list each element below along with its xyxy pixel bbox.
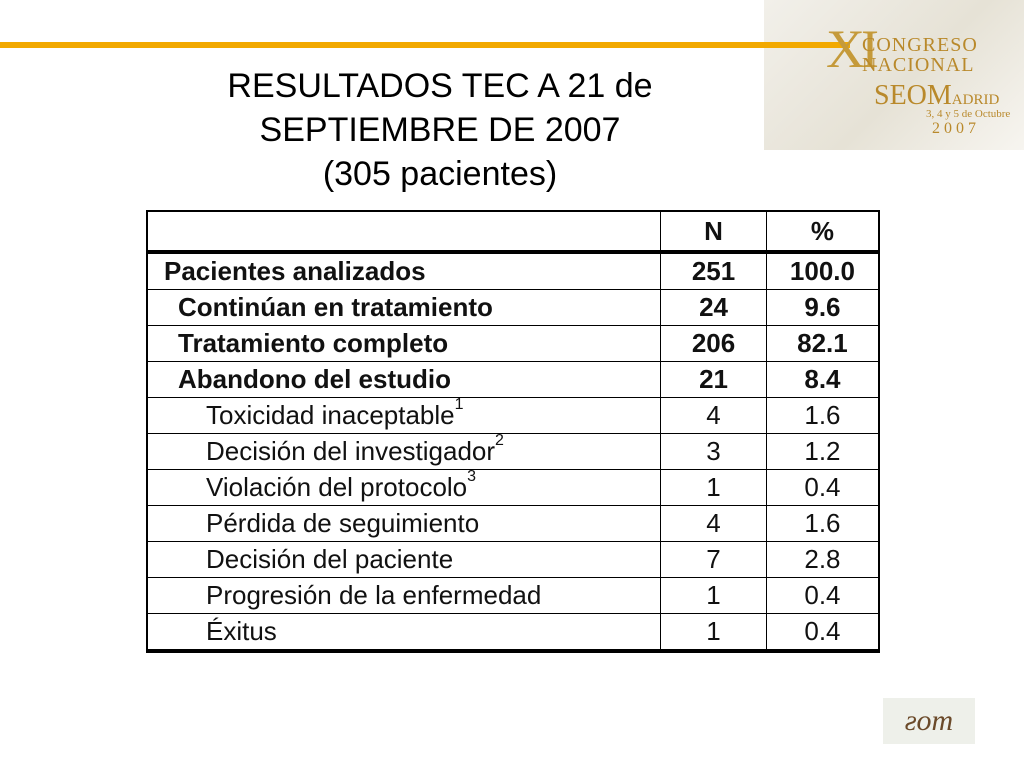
row-label-cell: Continúan en tratamiento	[146, 289, 662, 326]
footnote-marker: 3	[467, 468, 477, 485]
slide-title-line2: SEPTIEMBRE DE 2007	[259, 111, 621, 149]
row-n: 21	[660, 361, 767, 398]
table-header-label	[146, 210, 662, 254]
row-pct: 1.6	[765, 505, 880, 542]
row-pct: 100.0	[765, 251, 880, 290]
row-n: 251	[660, 251, 767, 290]
row-pct: 1.6	[765, 397, 880, 434]
row-pct: 0.4	[765, 613, 880, 652]
table-row: Éxitus 1 0.4	[146, 613, 880, 652]
table-row: Pacientes analizados 251 100.0	[146, 251, 880, 290]
seom-logo-icon: ƨom	[883, 698, 975, 744]
row-label-cell: Decisión del investigador2	[146, 432, 662, 470]
row-pct: 8.4	[765, 361, 880, 398]
table-row: Tratamiento completo 206 82.1	[146, 325, 880, 362]
row-n: 1	[660, 577, 767, 614]
row-n: 7	[660, 541, 767, 578]
congress-line1: CONGRESO	[862, 34, 978, 56]
row-label: Abandono del estudio	[178, 364, 451, 394]
congress-seom: SEOMADRID	[874, 80, 999, 112]
table-row: Toxicidad inaceptable1 4 1.6	[146, 396, 880, 434]
row-pct: 0.4	[765, 469, 880, 506]
congress-dates: 3, 4 y 5 de Octubre	[926, 108, 1011, 120]
row-n: 1	[660, 469, 767, 506]
row-pct: 9.6	[765, 289, 880, 326]
slide-title-line3: (305 pacientes)	[322, 155, 558, 193]
row-pct: 1.2	[765, 433, 880, 470]
row-n: 206	[660, 325, 767, 362]
row-pct: 82.1	[765, 325, 880, 362]
table-row: Abandono del estudio 21 8.4	[146, 361, 880, 398]
row-n: 24	[660, 289, 767, 326]
table-row: Violación del protocolo3 1 0.4	[146, 468, 880, 506]
table-row: Continúan en tratamiento 24 9.6	[146, 289, 880, 326]
row-label: Pacientes analizados	[164, 256, 426, 286]
row-label: Violación del protocolo	[206, 472, 468, 502]
row-n: 3	[660, 433, 767, 470]
table-header-pct: %	[765, 210, 880, 254]
row-label-cell: Progresión de la enfermedad	[146, 577, 662, 614]
congress-seom-text: SEOM	[874, 80, 952, 111]
row-label: Toxicidad inaceptable	[206, 400, 455, 430]
row-label: Tratamiento completo	[178, 328, 449, 358]
congress-line2: NACIONAL	[862, 54, 975, 76]
slide-title-line1: RESULTADOS TEC A 21 de	[227, 67, 653, 105]
row-label: Decisión del investigador	[206, 436, 496, 466]
row-label: Continúan en tratamiento	[178, 292, 493, 322]
row-label-cell: Decisión del paciente	[146, 541, 662, 578]
table-row: Decisión del investigador2 3 1.2	[146, 432, 880, 470]
slide-title: RESULTADOS TEC A 21 de SEPTIEMBRE DE 200…	[170, 64, 710, 196]
row-label-cell: Abandono del estudio	[146, 361, 662, 398]
row-label-cell: Pacientes analizados	[146, 251, 662, 290]
congress-numeral: XI	[826, 19, 879, 79]
row-label-cell: Toxicidad inaceptable1	[146, 396, 662, 434]
row-label: Éxitus	[206, 616, 277, 646]
row-label: Pérdida de seguimiento	[206, 508, 480, 538]
footnote-marker: 2	[495, 432, 504, 449]
results-table: N % Pacientes analizados 251 100.0 Continúa…	[146, 210, 880, 653]
table-row: Decisión del paciente 7 2.8	[146, 541, 880, 578]
congress-logo: XI CONGRESO NACIONAL SEOMADRID 3, 4 y 5 …	[826, 22, 1024, 142]
footnote-marker: 1	[454, 396, 464, 413]
table-row: Pérdida de seguimiento 4 1.6	[146, 505, 880, 542]
header-accent-line	[0, 42, 850, 48]
row-n: 4	[660, 505, 767, 542]
congress-city: ADRID	[951, 92, 1000, 108]
row-n: 4	[660, 397, 767, 434]
table-header-n: N	[660, 210, 767, 254]
row-label-cell: Tratamiento completo	[146, 325, 662, 362]
table-header-row: N %	[146, 210, 880, 254]
table-row: Progresión de la enfermedad 1 0.4	[146, 577, 880, 614]
header-logo-background	[764, 0, 1024, 150]
row-label-cell: Éxitus	[146, 613, 662, 652]
row-pct: 2.8	[765, 541, 880, 578]
row-label-cell: Pérdida de seguimiento	[146, 505, 662, 542]
row-label: Decisión del paciente	[206, 544, 454, 574]
row-pct: 0.4	[765, 577, 880, 614]
congress-year: 2007	[932, 120, 980, 137]
row-label-cell: Violación del protocolo3	[146, 468, 662, 506]
table-body: Pacientes analizados 251 100.0 Continúan en…	[146, 251, 880, 652]
row-label: Progresión de la enfermedad	[206, 580, 542, 610]
row-n: 1	[660, 613, 767, 652]
